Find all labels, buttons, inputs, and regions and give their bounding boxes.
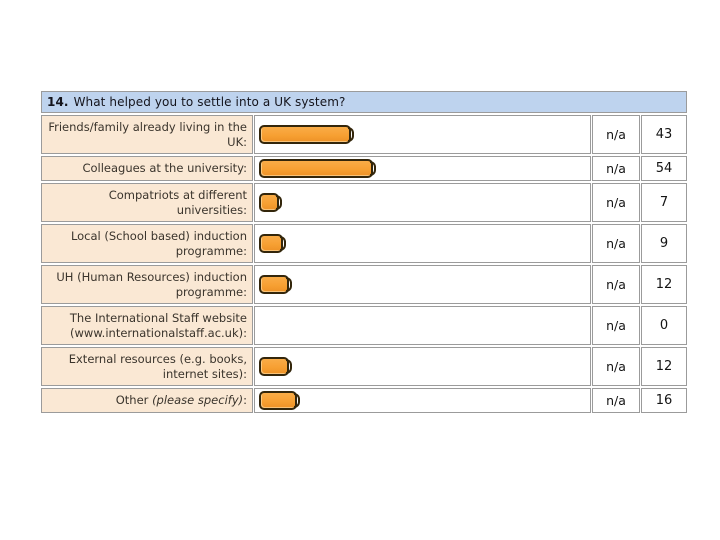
count-value: 12 [641, 265, 687, 304]
bar-cell [254, 183, 591, 222]
count-value: 7 [641, 183, 687, 222]
answer-option-label-cell: External resources (e.g. books, internet… [41, 347, 253, 386]
answer-option-label: Local (School based) induction programme… [70, 228, 247, 258]
bar-cell [254, 115, 591, 154]
na-value: n/a [592, 388, 640, 413]
answer-option-label-cell: Friends/family already living in the UK: [41, 115, 253, 154]
na-value: n/a [592, 183, 640, 222]
answer-option-label: Friends/family already living in the UK: [48, 119, 247, 149]
answer-option-label-cell: Colleagues at the university: [41, 156, 253, 181]
result-bar [259, 357, 292, 376]
answer-option-label: The International Staff website (www.int… [69, 310, 247, 340]
answer-option-label: External resources (e.g. books, internet… [68, 351, 247, 381]
bar-cell [254, 265, 591, 304]
answer-option-label-cell: Compatriots at different universities: [41, 183, 253, 222]
na-value: n/a [592, 224, 640, 263]
result-bar [259, 275, 292, 294]
result-bar [259, 391, 300, 410]
count-value: 0 [641, 306, 687, 345]
answer-option-label: Colleagues at the university: [82, 161, 247, 176]
answer-option-label-cell: UH (Human Resources) induction programme… [41, 265, 253, 304]
count-value: 54 [641, 156, 687, 181]
answer-option-label-cell: The International Staff website (www.int… [41, 306, 253, 345]
answer-option-label: UH (Human Resources) induction programme… [56, 269, 247, 299]
count-value: 43 [641, 115, 687, 154]
result-bar [259, 193, 282, 212]
bar-cell [254, 306, 591, 345]
na-value: n/a [592, 115, 640, 154]
count-value: 12 [641, 347, 687, 386]
answer-option-label: Compatriots at different universities: [108, 187, 247, 217]
result-bar [259, 159, 376, 178]
answer-option-label: Other (please specify): [115, 393, 247, 408]
result-bar [259, 234, 286, 253]
question-header: 14. What helped you to settle into a UK … [41, 91, 687, 113]
na-value: n/a [592, 306, 640, 345]
count-value: 9 [641, 224, 687, 263]
question-title: What helped you to settle into a UK syst… [73, 95, 346, 109]
bar-cell [254, 347, 591, 386]
na-value: n/a [592, 156, 640, 181]
bar-cell [254, 224, 591, 263]
result-bar [259, 125, 354, 144]
bar-cell [254, 388, 591, 413]
count-value: 16 [641, 388, 687, 413]
answer-option-label-cell: Local (School based) induction programme… [41, 224, 253, 263]
survey-results-table: 14. What helped you to settle into a UK … [41, 91, 687, 413]
na-value: n/a [592, 265, 640, 304]
answer-option-label-cell: Other (please specify): [41, 388, 253, 413]
bar-cell [254, 156, 591, 181]
question-number: 14. [47, 95, 69, 109]
na-value: n/a [592, 347, 640, 386]
